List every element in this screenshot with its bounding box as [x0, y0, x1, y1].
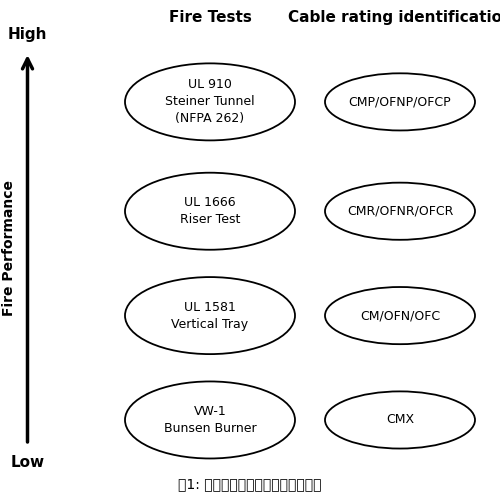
- Text: UL 1666
Riser Test: UL 1666 Riser Test: [180, 196, 240, 226]
- Text: CMR/OFNR/OFCR: CMR/OFNR/OFCR: [347, 205, 453, 218]
- Ellipse shape: [325, 73, 475, 130]
- Ellipse shape: [125, 382, 295, 458]
- Text: VW-1
Bunsen Burner: VW-1 Bunsen Burner: [164, 405, 256, 435]
- Text: Fire Performance: Fire Performance: [2, 180, 16, 317]
- Text: Low: Low: [10, 455, 44, 470]
- Text: CMP/OFNP/OFCP: CMP/OFNP/OFCP: [348, 95, 452, 108]
- Ellipse shape: [325, 392, 475, 448]
- Ellipse shape: [325, 183, 475, 240]
- Ellipse shape: [325, 287, 475, 344]
- Text: UL 1581
Vertical Tray: UL 1581 Vertical Tray: [172, 301, 248, 331]
- Ellipse shape: [125, 277, 295, 354]
- Ellipse shape: [125, 173, 295, 249]
- Text: CM/OFN/OFC: CM/OFN/OFC: [360, 309, 440, 322]
- Ellipse shape: [125, 63, 295, 140]
- Text: Cable rating identification: Cable rating identification: [288, 10, 500, 25]
- Text: High: High: [8, 27, 47, 42]
- Text: UL 910
Steiner Tunnel
(NFPA 262): UL 910 Steiner Tunnel (NFPA 262): [165, 79, 255, 125]
- Text: 图1: 美国线缆防火测试，级别和标记: 图1: 美国线缆防火测试，级别和标记: [178, 478, 322, 492]
- Text: Fire Tests: Fire Tests: [168, 10, 252, 25]
- Text: CMX: CMX: [386, 414, 414, 426]
